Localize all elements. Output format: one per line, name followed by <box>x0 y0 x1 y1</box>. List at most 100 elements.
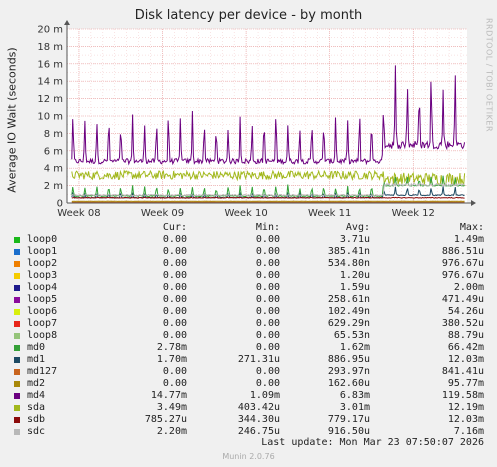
legend-cur-value: 0.00 <box>162 318 187 329</box>
legend-cur-value: 785.27u <box>144 414 187 425</box>
legend-max-value: 12.03m <box>447 414 484 425</box>
y-tick-label: 4 m <box>44 164 63 175</box>
legend-series-name: sdc <box>27 426 46 437</box>
x-tick-label: Week 08 <box>57 208 100 219</box>
legend-row: md2 0.00 0.00 162.60u 95.77m <box>8 378 492 390</box>
legend-series-name: loop2 <box>27 258 58 269</box>
legend-min-value: 0.00 <box>255 330 280 341</box>
legend-row: md4 14.77m 1.09m 6.83m 119.58m <box>8 390 492 402</box>
legend-avg-value: 162.60u <box>327 378 370 389</box>
legend-series-name: loop0 <box>27 234 58 245</box>
legend-series-name: md1 <box>27 354 46 365</box>
y-tick-label: 8 m <box>44 129 63 140</box>
legend-series-name: loop7 <box>27 318 58 329</box>
legend-swatch <box>14 345 20 351</box>
legend-series-name: loop1 <box>27 246 58 257</box>
legend-avg-value: 6.83m <box>339 390 370 401</box>
legend-cur-value: 0.00 <box>162 258 187 269</box>
legend-swatch <box>14 261 20 267</box>
legend-cur-value: 0.00 <box>162 234 187 245</box>
series-line-sda <box>71 169 466 187</box>
y-tick-label: 2 m <box>44 181 63 192</box>
legend-swatch <box>14 429 20 435</box>
legend-series-name: loop4 <box>27 282 58 293</box>
legend-max-value: 12.19m <box>447 402 484 413</box>
legend-row: md1 1.70m 271.31u 886.95u 12.03m <box>8 354 492 366</box>
legend-row: sdc 2.20m 246.75u 916.50u 7.16m <box>8 426 492 438</box>
legend-cur-value: 0.00 <box>162 378 187 389</box>
legend-swatch <box>14 393 20 399</box>
legend-series-name: md4 <box>27 390 46 401</box>
legend-max-value: 95.77m <box>447 378 484 389</box>
legend-avg-value: 1.59u <box>339 282 370 293</box>
legend-max-value: 1.49m <box>453 234 484 245</box>
legend-max-value: 380.52u <box>441 318 484 329</box>
x-tick-label: Week 12 <box>392 208 435 219</box>
legend-row: md127 0.00 0.00 293.97n 841.41u <box>8 366 492 378</box>
chart-title: Disk latency per device - by month <box>134 8 363 23</box>
legend-series-name: sda <box>27 402 46 413</box>
legend-series-name: sdb <box>27 414 46 425</box>
legend-max-value: 66.42m <box>447 342 484 353</box>
legend-swatch <box>14 369 20 375</box>
legend-row: loop8 0.00 0.00 65.53n 88.79u <box>8 330 492 342</box>
legend-row: sdb 785.27u 344.30u 779.17u 12.03m <box>8 414 492 426</box>
legend-header: Cur: Min: Avg: Max: <box>8 222 492 234</box>
legend-swatch <box>14 321 20 327</box>
axes <box>64 20 476 206</box>
legend-min-value: 0.00 <box>255 234 280 245</box>
legend-row: loop2 0.00 0.00 534.80n 976.67u <box>8 258 492 270</box>
legend-cur-value: 1.70m <box>156 354 187 365</box>
legend-min-value: 0.00 <box>255 366 280 377</box>
legend-min-value: 0.00 <box>255 282 280 293</box>
legend-avg-value: 258.61n <box>327 294 370 305</box>
legend-cur-value: 0.00 <box>162 306 187 317</box>
legend-min-value: 0.00 <box>255 258 280 269</box>
legend-row: loop4 0.00 0.00 1.59u 2.00m <box>8 282 492 294</box>
legend-max-value: 2.00m <box>453 282 484 293</box>
legend-avg-value: 916.50u <box>327 426 370 437</box>
legend-avg-value: 886.95u <box>327 354 370 365</box>
legend-cur-value: 0.00 <box>162 330 187 341</box>
legend-swatch <box>14 285 20 291</box>
legend-avg-value: 1.62m <box>339 342 370 353</box>
legend-max-value: 841.41u <box>441 366 484 377</box>
legend-series-name: loop3 <box>27 270 58 281</box>
legend-row: loop6 0.00 0.00 102.49n 54.26u <box>8 306 492 318</box>
legend-max-value: 471.49u <box>441 294 484 305</box>
legend-cur-value: 2.78m <box>156 342 187 353</box>
legend-swatch <box>14 333 20 339</box>
legend-avg-value: 3.01m <box>339 402 370 413</box>
legend-header-min: Min: <box>255 222 280 233</box>
y-tick-label: 16 m <box>37 59 63 70</box>
last-update: Last update: Mon Mar 23 07:50:07 2026 <box>261 437 484 448</box>
chart-canvas: 0 2 m 4 m 6 m 8 m 10 m 12 m 14 m 16 m 18 m 20 m We… <box>37 20 476 219</box>
legend-max-value: 886.51u <box>441 246 484 257</box>
legend-min-value: 0.00 <box>255 306 280 317</box>
legend-cur-value: 0.00 <box>162 294 187 305</box>
legend-max-value: 12.03m <box>447 354 484 365</box>
legend-min-value: 403.42u <box>237 402 280 413</box>
legend-cur-value: 0.00 <box>162 246 187 257</box>
legend-avg-value: 779.17u <box>327 414 370 425</box>
legend-cur-value: 3.49m <box>156 402 187 413</box>
legend-series-name: loop6 <box>27 306 58 317</box>
y-ticks: 0 2 m 4 m 6 m 8 m 10 m 12 m 14 m 16 m 18 m 20 m <box>37 25 63 210</box>
legend-swatch <box>14 357 20 363</box>
legend-cur-value: 14.77m <box>150 390 187 401</box>
legend-avg-value: 1.20u <box>339 270 370 281</box>
legend-avg-value: 534.80n <box>327 258 370 269</box>
legend-max-value: 7.16m <box>453 426 484 437</box>
legend-min-value: 0.00 <box>255 246 280 257</box>
legend-series-name: md127 <box>27 366 58 377</box>
legend-swatch <box>14 405 20 411</box>
legend-cur-value: 0.00 <box>162 270 187 281</box>
legend-series-name: loop5 <box>27 294 58 305</box>
legend-max-value: 976.67u <box>441 258 484 269</box>
legend-series-name: md0 <box>27 342 46 353</box>
legend-min-value: 344.30u <box>237 414 280 425</box>
y-tick-label: 10 m <box>37 112 63 123</box>
legend-series-name: md2 <box>27 378 46 389</box>
legend-row: loop7 0.00 0.00 629.29n 380.52u <box>8 318 492 330</box>
legend-max-value: 119.58m <box>441 390 484 401</box>
